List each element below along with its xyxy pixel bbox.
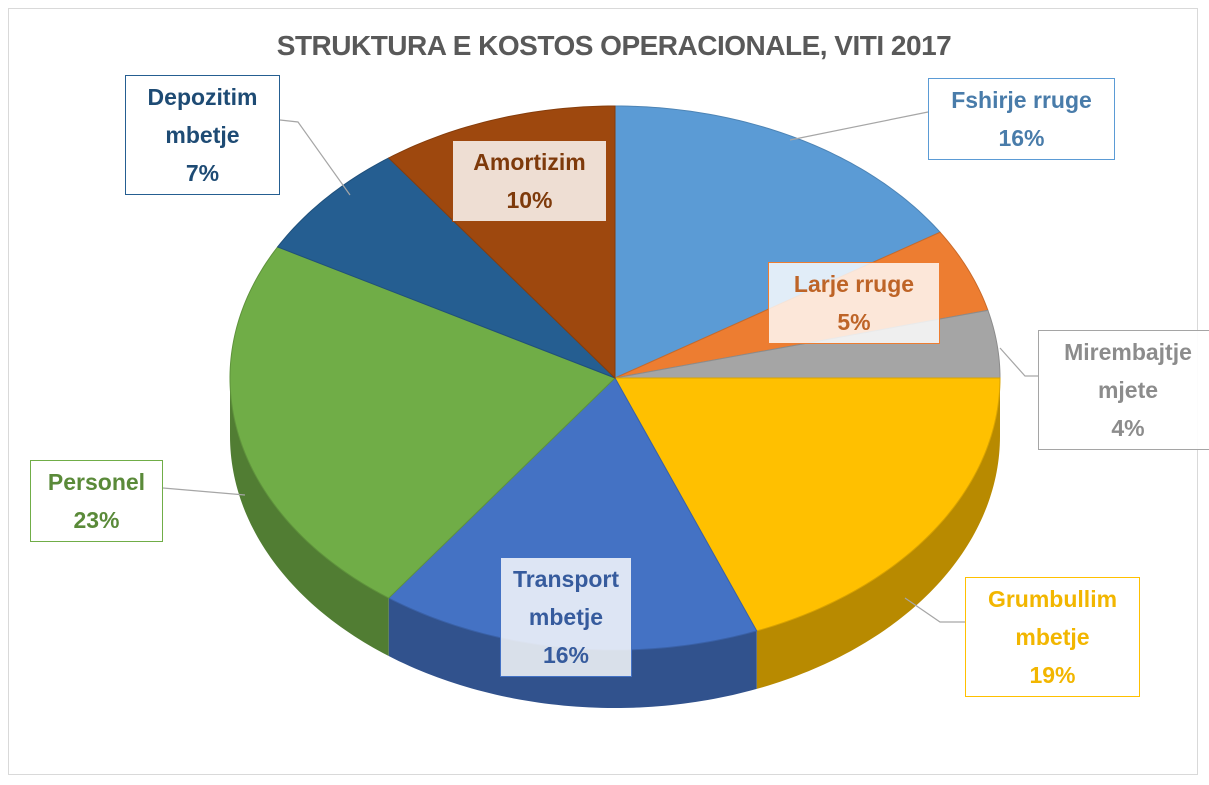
category-label: Amortizim [473,149,586,175]
data-label: Transport mbetje 16% [500,557,632,677]
leader-line [904,597,965,623]
category-label: Grumbullim mbetje [987,586,1118,650]
data-label: Depozitim mbetje 7% [125,75,280,195]
leader-line [279,119,351,196]
data-label: Larje rruge 5% [768,262,940,344]
slice [614,105,941,379]
value-label: 23% [73,507,120,533]
value-label: 7% [185,160,220,186]
chart-title: STRUKTURA E KOSTOS OPERACIONALE, VITI 20… [276,30,952,61]
value-label: 10% [506,187,553,213]
slice-side [756,378,1000,689]
leader-line [999,347,1038,377]
category-label: Larje rruge [793,271,915,297]
category-label: Depozitim mbetje [147,84,258,148]
data-label: Personel 23% [30,460,163,542]
data-label: Amortizim 10% [452,140,607,222]
value-label: 16% [542,642,590,668]
slice [229,246,616,599]
value-label: 16% [998,125,1045,151]
slice [614,377,1001,632]
category-label: Fshirje rruge [951,87,1092,113]
data-label: Fshirje rruge 16% [928,78,1115,160]
category-label: Mirembajtje mjete [1064,339,1192,403]
category-label: Personel [47,469,146,495]
category-label: Transport mbetje [512,566,620,630]
data-label: Grumbullim mbetje 19% [965,577,1140,697]
value-label: 4% [1111,415,1145,441]
leader-line [162,487,246,496]
slice-side [230,378,389,657]
leader-line [789,111,929,141]
data-label: Mirembajtje mjete 4% [1038,330,1209,450]
value-label: 19% [1029,662,1076,688]
slice [276,157,616,379]
value-label: 5% [837,309,871,335]
